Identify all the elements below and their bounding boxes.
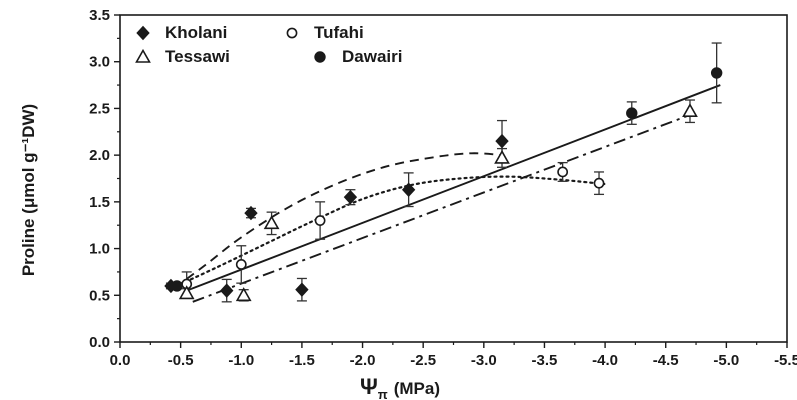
- point-tessawi: [682, 103, 698, 118]
- fit-line-kholani: [186, 84, 721, 292]
- point-tessawi: [494, 149, 510, 164]
- x-tick-label: -4.5: [653, 352, 679, 369]
- x-tick-label: 0.0: [110, 352, 131, 369]
- point-tessawi: [263, 215, 280, 230]
- legend-marker-tessawi: [135, 48, 151, 63]
- point-tufahi: [314, 215, 326, 226]
- x-axis-title-unit: (MPa): [394, 379, 440, 398]
- y-axis-ticks: 0.0 0.5 1.0 1.5 2.0 2.5 3.0 3.5: [89, 7, 120, 351]
- point-kholani: [343, 189, 358, 205]
- y-tick-label: 2.5: [89, 100, 110, 117]
- x-axis-ticks: 0.0 -0.5 -1.0 -1.5 -2.0 -2.5 -3.0 -3.5 -4.0 -4.5 -…: [110, 342, 797, 369]
- legend-item-tessawi: Tessawi: [135, 47, 230, 66]
- legend-label-dawairi: Dawairi: [342, 47, 402, 66]
- point-kholani: [495, 133, 509, 149]
- point-kholani: [401, 182, 416, 197]
- x-axis-title-symbol: Ψ: [360, 374, 378, 399]
- y-axis-title: Proline (μmol g⁻¹DW): [19, 104, 38, 276]
- point-kholani: [295, 282, 309, 297]
- fit-lines: [173, 84, 721, 303]
- legend-label-kholani: Kholani: [165, 23, 227, 42]
- point-tessawi: [178, 285, 195, 300]
- point-tessawi: [235, 287, 252, 302]
- point-dawairi: [710, 67, 723, 79]
- point-tufahi: [557, 166, 569, 178]
- legend-item-kholani: Kholani: [136, 23, 227, 42]
- x-tick-label: -2.0: [350, 352, 376, 369]
- data-markers: [164, 67, 723, 302]
- point-dawairi: [626, 107, 638, 119]
- legend-label-tufahi: Tufahi: [314, 23, 364, 42]
- error-bars: [165, 42, 722, 303]
- point-kholani: [220, 283, 234, 298]
- y-tick-label: 0.5: [89, 287, 110, 304]
- x-tick-label: -3.5: [532, 352, 558, 369]
- fit-line-dawairi: [174, 152, 503, 289]
- legend-marker-dawairi: [314, 51, 326, 63]
- y-tick-label: 0.0: [89, 334, 110, 351]
- x-tick-label: -0.5: [168, 352, 194, 369]
- y-tick-label: 3.5: [89, 7, 110, 24]
- point-dawairi: [171, 280, 183, 292]
- legend-marker-tufahi: [286, 27, 298, 39]
- y-tick-label: 1.5: [89, 194, 110, 211]
- y-tick-label: 2.0: [89, 147, 110, 164]
- legend: Kholani Tufahi Tessawi Dawairi: [135, 23, 402, 66]
- x-axis-title-subscript: π: [378, 387, 388, 400]
- x-tick-label: -2.5: [410, 352, 436, 369]
- x-tick-label: -1.5: [289, 352, 315, 369]
- x-tick-label: -4.0: [592, 352, 618, 369]
- fit-line-tessawi: [192, 114, 691, 303]
- legend-item-dawairi: Dawairi: [314, 47, 402, 66]
- point-tufahi: [593, 177, 605, 189]
- y-tick-label: 1.0: [89, 241, 110, 258]
- legend-item-tufahi: Tufahi: [286, 23, 364, 42]
- point-kholani: [244, 205, 258, 221]
- point-tufahi: [235, 259, 247, 270]
- y-tick-label: 3.0: [89, 54, 110, 71]
- legend-label-tessawi: Tessawi: [165, 47, 230, 66]
- legend-marker-kholani: [136, 25, 150, 41]
- x-tick-label: -5.0: [713, 352, 739, 369]
- x-tick-label: -1.0: [228, 352, 254, 369]
- x-tick-label: -3.0: [471, 352, 497, 369]
- x-tick-label: -5.5: [774, 352, 797, 369]
- x-axis-title: Ψπ (MPa): [360, 374, 440, 400]
